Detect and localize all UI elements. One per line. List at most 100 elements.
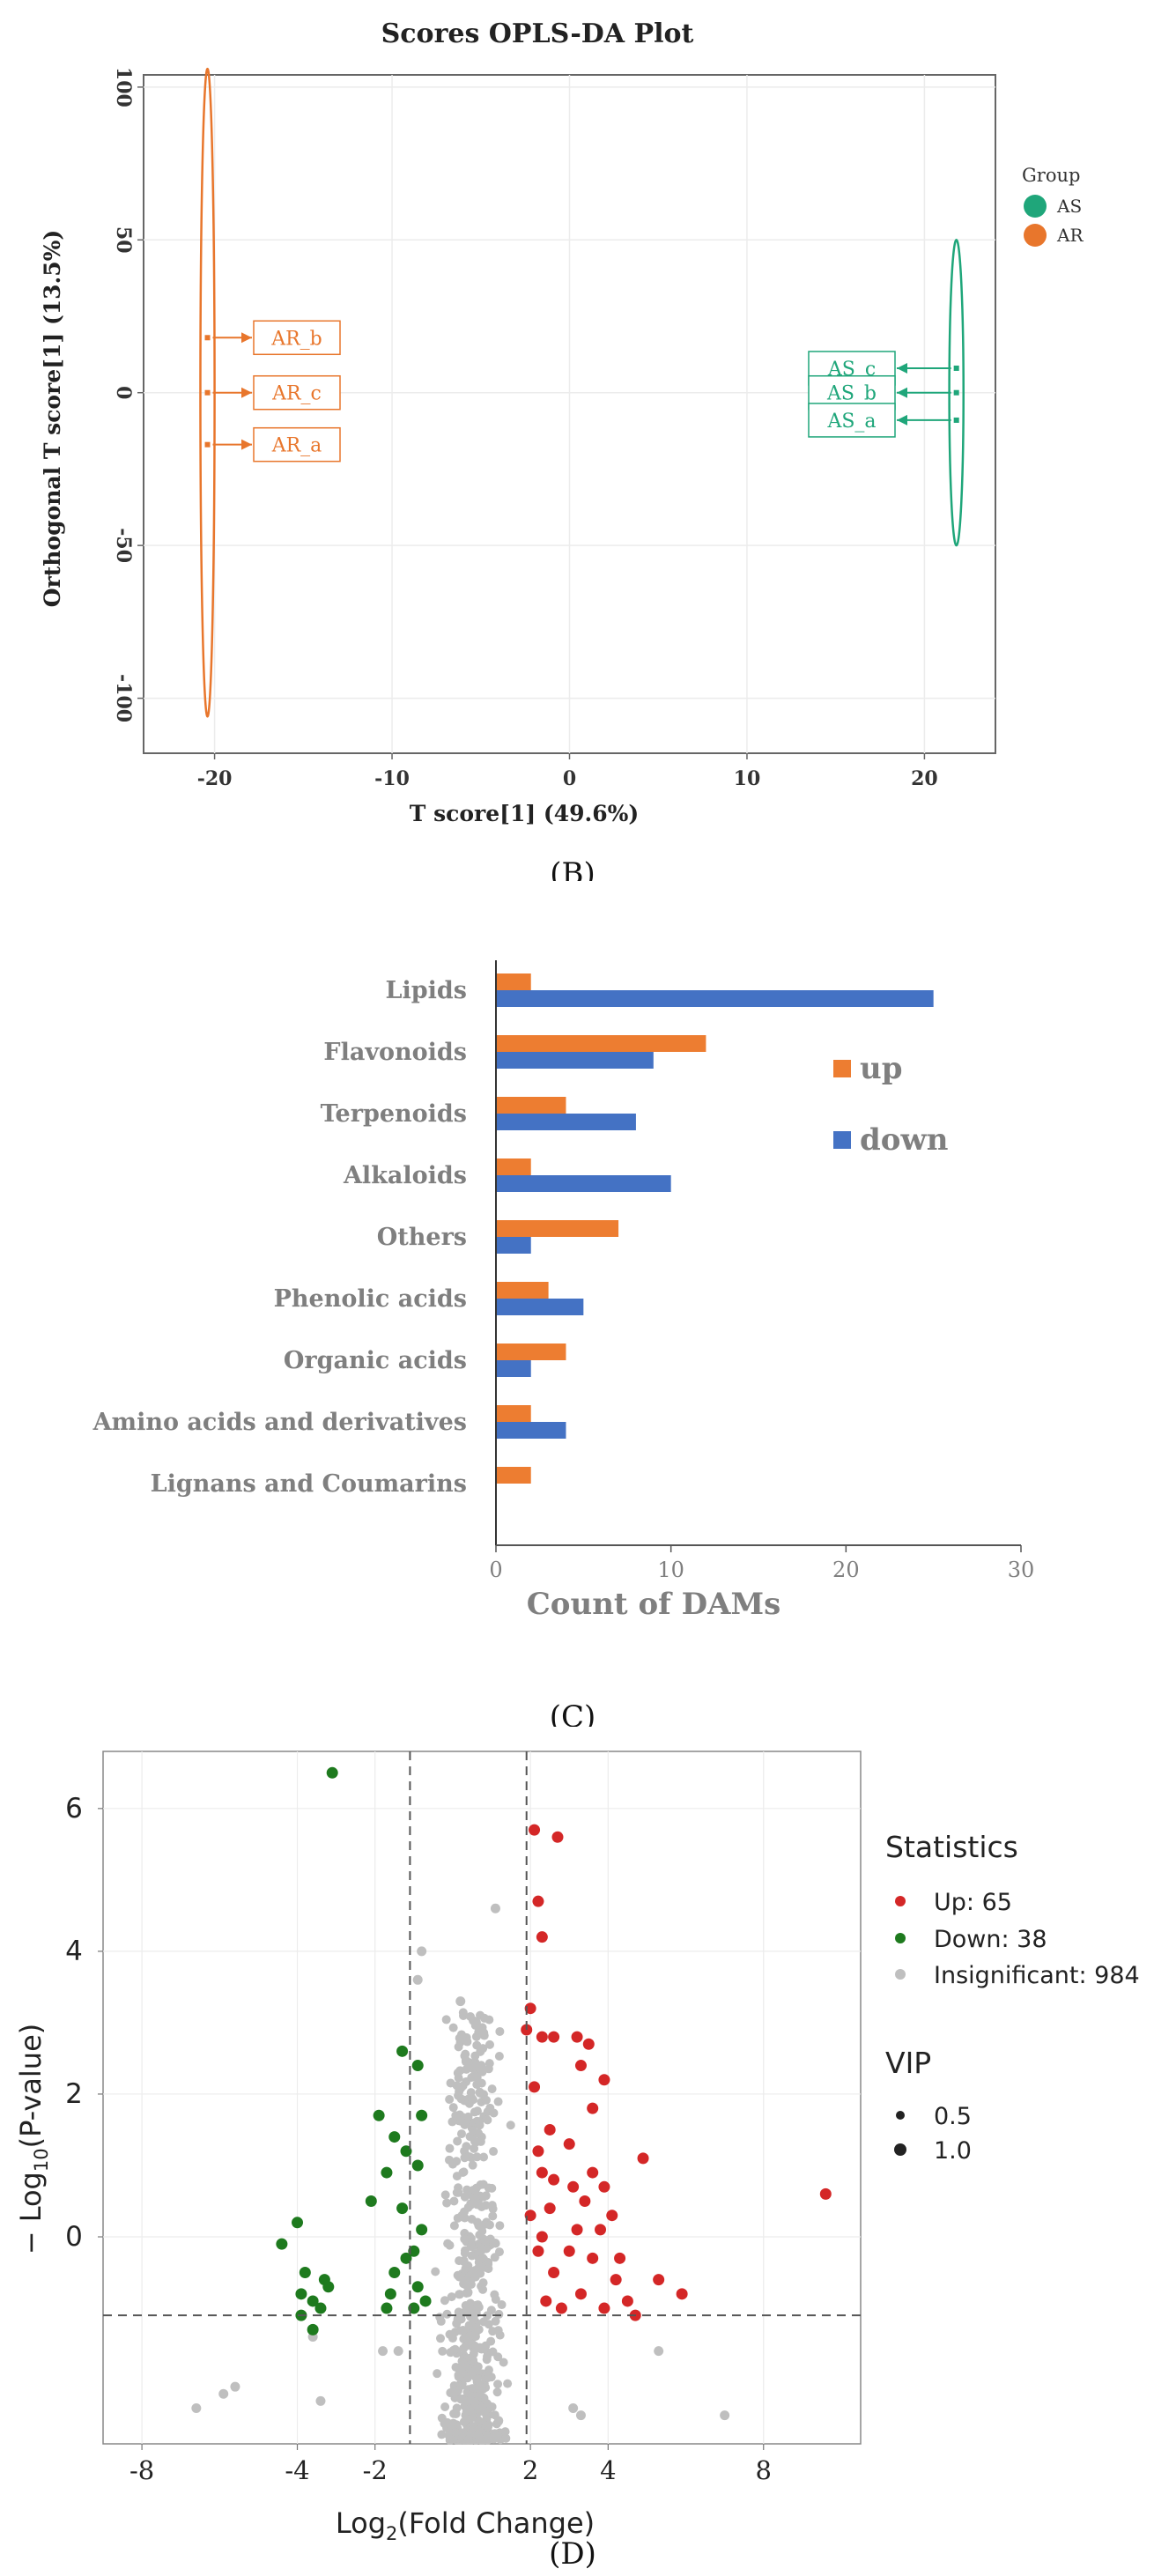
opls-point [953,389,959,396]
volcano-point-insignificant [499,2358,508,2367]
volcano-point-up [587,2166,599,2179]
panel-b-caption: (B) [550,856,595,881]
volcano-point-insignificant [451,2111,461,2121]
volcano-point-insignificant [461,2049,470,2059]
opls-sample-label-box [808,403,896,438]
volcano-point-insignificant [431,2267,440,2276]
volcano-point-insignificant [472,2080,482,2090]
volcano-point-insignificant [482,2421,492,2431]
volcano-point-insignificant [449,2196,459,2206]
volcano-point-insignificant [462,2407,471,2417]
volcano-point-down [384,2288,396,2300]
volcano-point-insignificant [461,2342,470,2351]
volcano-point-insignificant [378,2346,388,2357]
volcano-legend-vip-title: VIP [885,2046,931,2080]
volcano-legend-vip-large-label: 1.0 [934,2137,972,2165]
volcano-point-insignificant [473,2374,483,2384]
volcano-point-insignificant [480,2013,490,2023]
volcano-point-insignificant [463,2112,473,2121]
volcano-point-insignificant [495,2026,505,2036]
volcano-point-up [579,2195,591,2207]
volcano-point-insignificant [489,2147,499,2157]
opls-label-arrowhead [241,387,252,398]
opls-legend-as-swatch [1024,195,1047,218]
volcano-point-up [544,2202,556,2215]
volcano-point-up [536,2166,548,2179]
opls-legend-as-label: AS [1056,196,1082,217]
volcano-point-insignificant [483,2372,492,2382]
volcano-point-up [606,2210,618,2222]
bar-down [496,1237,531,1254]
volcano-point-insignificant [479,2317,489,2327]
opls-x-tick-label: 0 [563,767,576,790]
bar-down [496,1114,636,1130]
volcano-point-insignificant [470,2322,479,2332]
volcano-point-up [587,2102,599,2114]
opls-sample-label: AS_b [826,383,877,405]
volcano-point-up [548,2267,560,2279]
volcano-point-up [524,2002,536,2015]
opls-legend-title: Group [1022,165,1080,186]
volcano-point-up [610,2274,622,2286]
volcano-point-insignificant [479,2152,489,2162]
volcano-point-insignificant [454,2364,463,2373]
bar-legend-down-swatch [833,1131,851,1149]
volcano-point-insignificant [470,2051,480,2061]
volcano-point-down [373,2109,385,2121]
opls-label-arrowhead [241,332,252,344]
volcano-point-insignificant [460,2248,470,2258]
volcano-point-insignificant [463,2435,473,2445]
volcano-point-up [524,2210,536,2222]
volcano-point-insignificant [455,2272,464,2282]
volcano-point-insignificant [493,2380,503,2389]
bar-x-axis-label: Count of DAMs [527,1587,781,1622]
volcano-point-insignificant [493,2352,503,2362]
volcano-point-up [536,1931,548,1943]
opls-x-axis-label: T score[1] (49.6%) [410,801,639,826]
volcano-point-insignificant [475,2343,485,2352]
opls-group-ar: AR_b AR_c AR_a [199,67,341,718]
volcano-point-insignificant [478,2245,488,2254]
volcano-point-insignificant [446,2387,455,2397]
volcano-point-up [529,2081,541,2093]
volcano-point-up [574,2060,587,2072]
volcano-point-insignificant [487,2201,497,2210]
opls-legend: Group AS AR [1022,165,1084,247]
volcano-threshold-lines [103,1751,861,2444]
volcano-point-down [419,2295,432,2307]
volcano-x-tick-label: 2 [522,2455,538,2485]
volcano-point-insignificant [568,2402,579,2413]
volcano-legend-vip-small-swatch [896,2111,905,2120]
volcano-point-insignificant [494,2417,504,2426]
volcano-point-down [365,2195,377,2207]
volcano-point-insignificant [654,2346,664,2357]
volcano-point-insignificant [470,2143,479,2153]
opls-point [953,417,959,423]
volcano-point-insignificant [501,2433,511,2443]
volcano-point-insignificant [455,1996,466,2007]
volcano-point-insignificant [460,2153,470,2163]
bar-legend-up-swatch [833,1060,851,1077]
volcano-point-insignificant [469,2126,478,2136]
bar-legend-down-label: down [860,1122,948,1158]
volcano-point-insignificant [467,2251,477,2261]
opls-sample-label: AR_a [271,435,322,457]
volcano-point-up [563,2138,575,2150]
volcano-point-up [587,2252,599,2264]
opls-y-tick-label: -100 [112,674,135,722]
volcano-point-down [381,2166,393,2179]
volcano-x-tick-label: 8 [756,2455,772,2485]
opls-sample-label-box [253,320,341,356]
volcano-point-insignificant [440,2296,449,2306]
volcano-legend-vip-small-label: 0.5 [934,2103,972,2130]
volcano-point-insignificant [453,2136,462,2146]
volcano-point-down [292,2217,304,2229]
bar-down [496,990,934,1007]
volcano-point-insignificant [472,2040,482,2050]
volcano-point-insignificant [442,2309,452,2319]
volcano-point-insignificant [720,2410,730,2421]
volcano-point-insignificant [491,2294,500,2304]
volcano-point-down [396,2045,409,2057]
volcano-point-down [400,2145,412,2158]
bar-legend-up-label: up [860,1051,903,1086]
